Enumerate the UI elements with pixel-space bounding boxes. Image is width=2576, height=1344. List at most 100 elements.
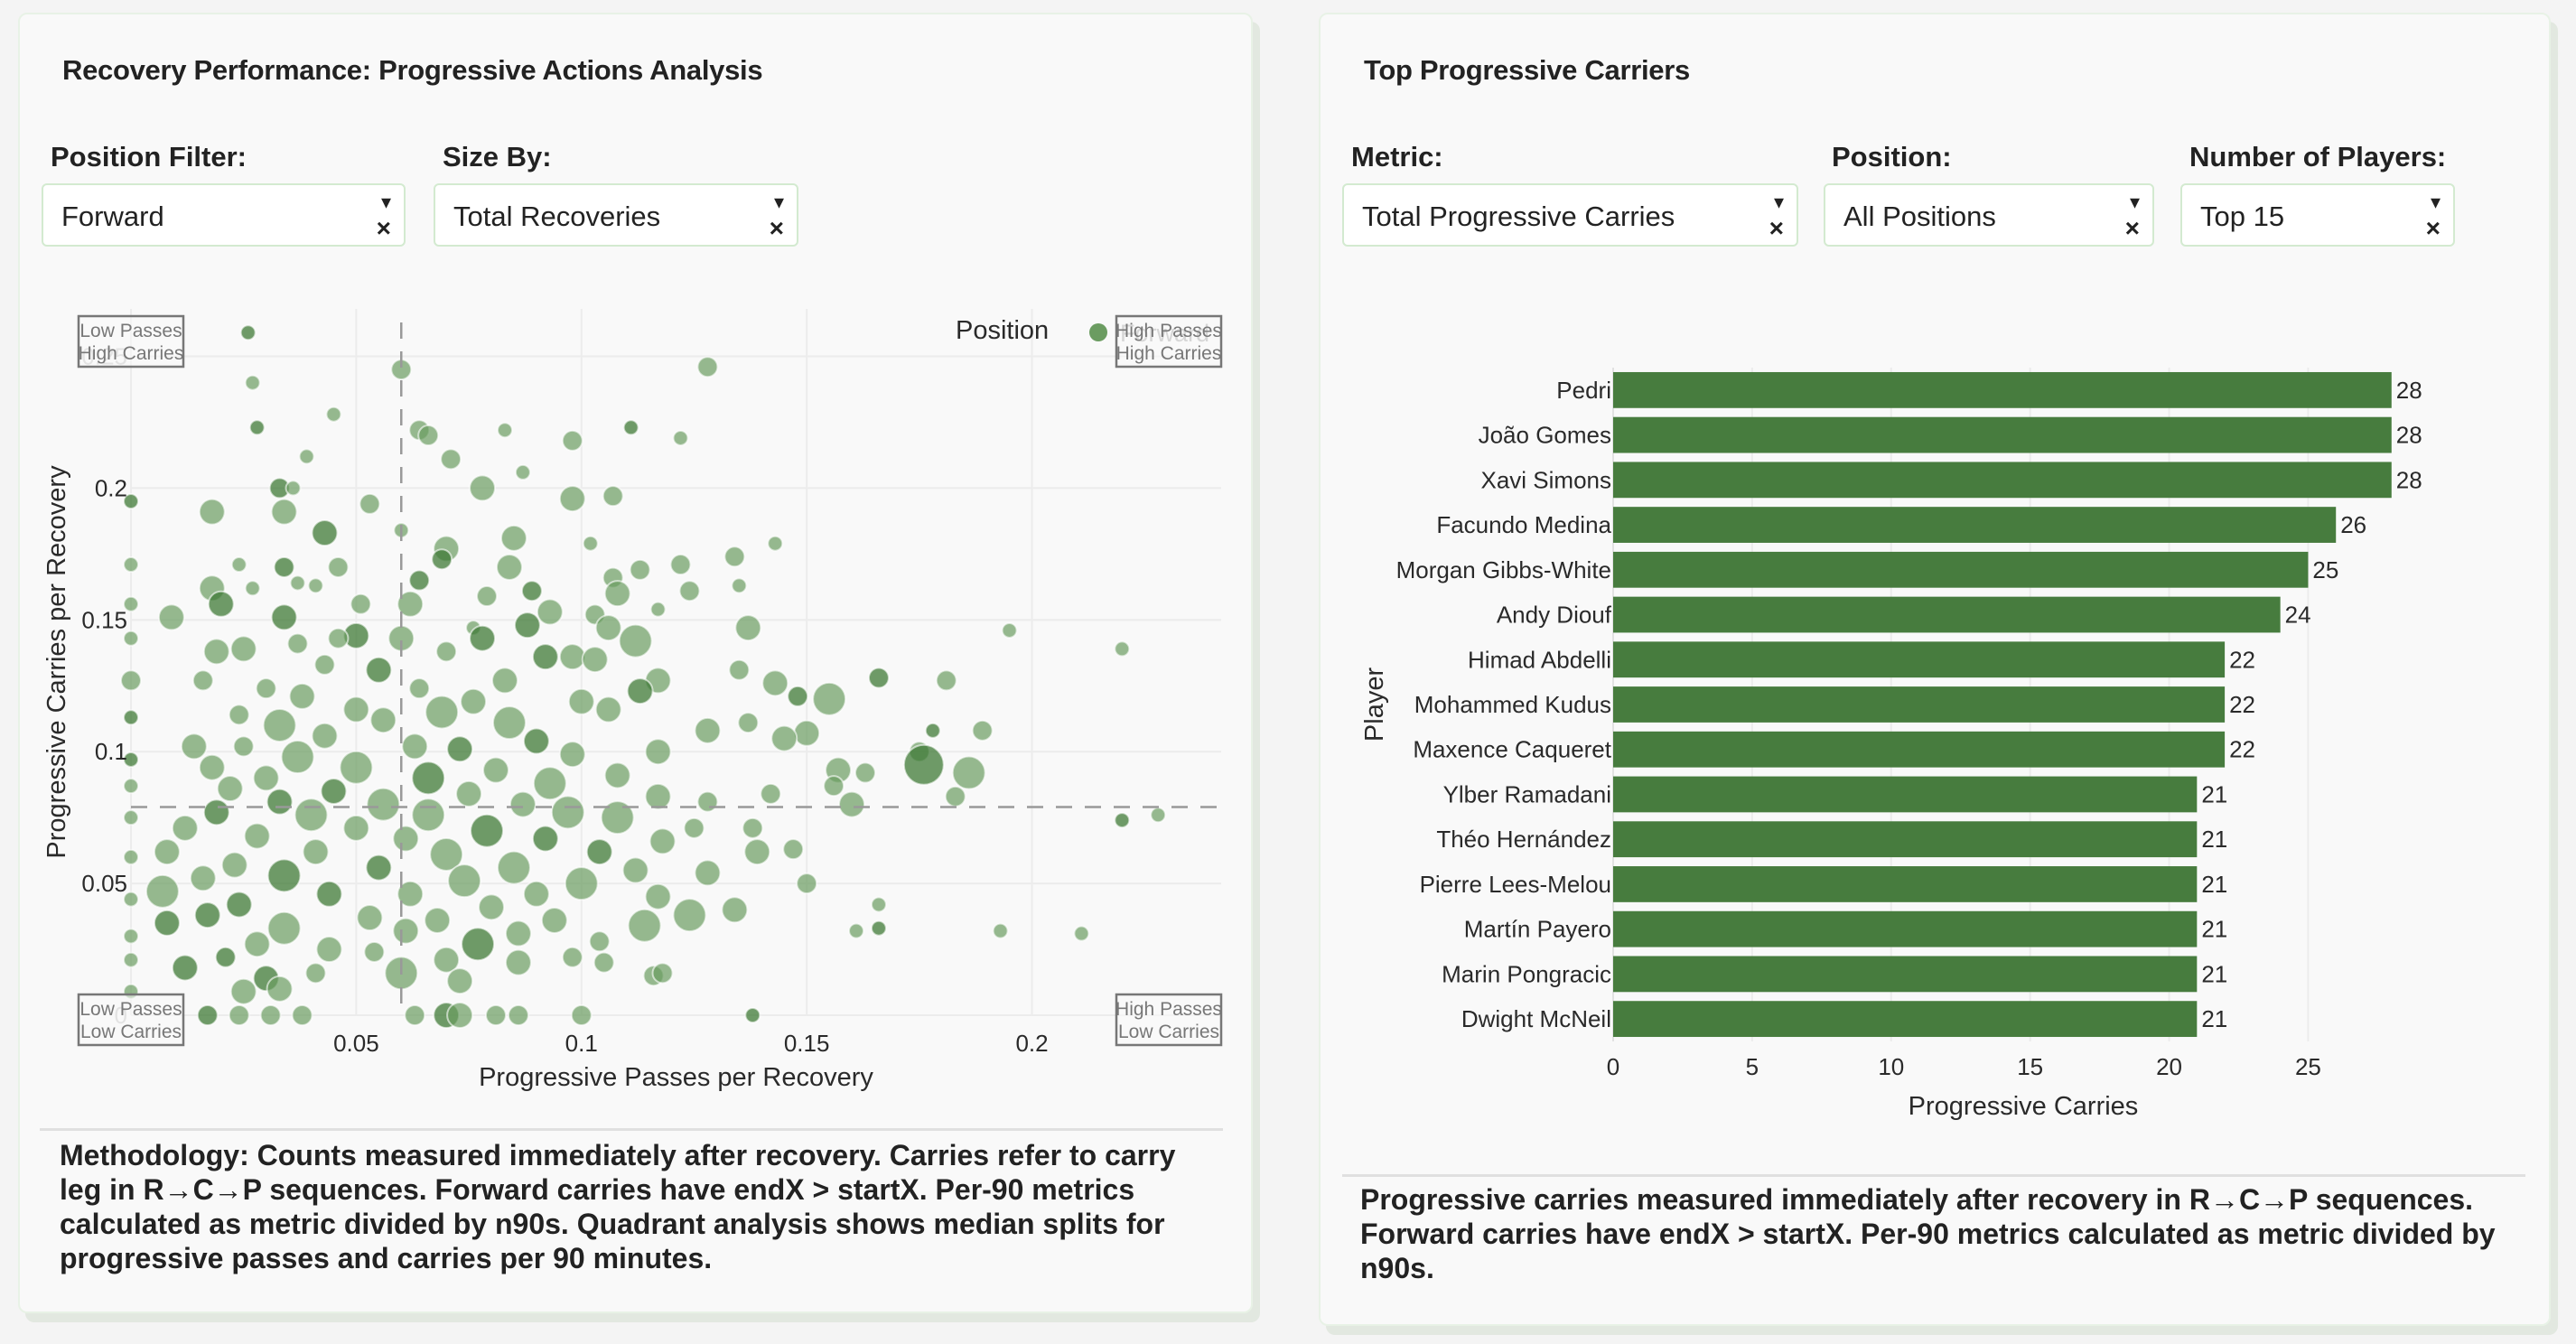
scatter-point[interactable] (446, 1002, 474, 1029)
scatter-point[interactable] (600, 800, 635, 835)
scatter-point[interactable] (672, 898, 707, 933)
scatter-point[interactable] (232, 735, 255, 758)
bar[interactable] (1613, 551, 2309, 588)
scatter-point[interactable] (838, 790, 866, 818)
scatter-point[interactable] (123, 809, 139, 826)
scatter-point[interactable] (867, 667, 890, 689)
scatter-point[interactable] (626, 677, 654, 705)
bar[interactable] (1613, 956, 2198, 993)
scatter-point[interactable] (870, 896, 887, 913)
scatter-point[interactable] (440, 448, 462, 471)
scatter-point[interactable] (392, 825, 420, 853)
scatter-point[interactable] (294, 798, 329, 833)
scatter-point[interactable] (288, 682, 316, 710)
scatter-point[interactable] (585, 838, 613, 866)
scatter-point[interactable] (455, 779, 483, 807)
scatter-point[interactable] (302, 838, 330, 866)
scatter-point[interactable] (644, 782, 672, 810)
scatter-point[interactable] (273, 555, 295, 578)
scatter-point[interactable] (248, 419, 266, 436)
scatter-point[interactable] (532, 766, 567, 801)
scatter-point[interactable] (854, 761, 876, 784)
scatter-point[interactable] (446, 967, 474, 995)
scatter-point[interactable] (812, 681, 847, 716)
scatter-point[interactable] (588, 930, 611, 953)
scatter-point[interactable] (944, 785, 966, 807)
clear-icon[interactable]: × (769, 214, 784, 242)
scatter-point[interactable] (266, 858, 302, 893)
scatter-point[interactable] (787, 685, 809, 707)
bar[interactable] (1613, 507, 2337, 543)
scatter-point[interactable] (424, 906, 452, 934)
scatter-point[interactable] (411, 798, 446, 833)
scatter-point[interactable] (540, 906, 568, 934)
number-of-players-dropdown[interactable]: Top 15 ▾ × (2180, 183, 2455, 247)
scatter-point[interactable] (558, 741, 586, 769)
scatter-point[interactable] (123, 493, 139, 510)
bar[interactable] (1613, 731, 2226, 768)
scatter-point[interactable] (313, 653, 336, 676)
scatter-point[interactable] (243, 930, 271, 958)
scatter-point[interactable] (315, 936, 343, 964)
scatter-point[interactable] (397, 880, 425, 908)
scatter-point[interactable] (123, 709, 139, 726)
scatter-point[interactable] (123, 928, 139, 945)
scatter-point[interactable] (286, 632, 309, 655)
scatter-point[interactable] (228, 1004, 250, 1026)
scatter-point[interactable] (509, 790, 537, 818)
scatter-point[interactable] (180, 733, 208, 761)
metric-dropdown[interactable]: Total Progressive Carries ▾ × (1342, 183, 1798, 247)
scatter-chart[interactable]: 0.050.10.150.200.050.10.150.20.25 Progre… (0, 0, 1265, 1120)
scatter-point[interactable] (582, 535, 599, 552)
scatter-point[interactable] (123, 751, 139, 768)
scatter-point[interactable] (446, 735, 474, 763)
scatter-point[interactable] (339, 750, 374, 785)
scatter-point[interactable] (189, 864, 217, 892)
scatter-point[interactable] (924, 722, 941, 739)
scatter-point[interactable] (971, 719, 994, 742)
scatter-point[interactable] (992, 922, 1009, 939)
scatter-point[interactable] (366, 787, 401, 822)
scatter-point[interactable] (531, 643, 559, 671)
scatter-point[interactable] (737, 712, 760, 734)
scatter-point[interactable] (191, 669, 214, 692)
scatter-point[interactable] (311, 519, 339, 547)
scatter-point[interactable] (285, 480, 302, 497)
scatter-point[interactable] (594, 695, 622, 723)
scatter-point[interactable] (1114, 640, 1131, 658)
scatter-point[interactable] (550, 795, 585, 830)
scatter-point[interactable] (594, 614, 622, 642)
scatter-point[interactable] (495, 553, 523, 581)
scatter-point[interactable] (202, 798, 230, 826)
scatter-point[interactable] (157, 603, 185, 631)
scatter-point[interactable] (171, 954, 199, 982)
position-filter-dropdown[interactable]: Forward ▾ × (42, 183, 406, 247)
scatter-point[interactable] (567, 687, 595, 715)
scatter-point[interactable] (951, 755, 986, 790)
bar[interactable] (1613, 596, 2281, 633)
scatter-point[interactable] (504, 948, 532, 976)
scatter-point[interactable] (481, 756, 509, 784)
scatter-point[interactable] (433, 946, 461, 974)
scatter-point[interactable] (363, 940, 386, 963)
scatter-point[interactable] (153, 838, 181, 866)
position-dropdown[interactable]: All Positions ▾ × (1824, 183, 2154, 247)
scatter-point[interactable] (496, 850, 531, 885)
scatter-point[interactable] (644, 882, 672, 910)
scatter-point[interactable] (243, 822, 271, 850)
scatter-point[interactable] (570, 1004, 593, 1026)
bar[interactable] (1613, 462, 2392, 499)
scatter-point[interactable] (1114, 812, 1131, 829)
scatter-point[interactable] (593, 951, 615, 974)
scatter-point[interactable] (469, 474, 497, 502)
scatter-point[interactable] (514, 463, 531, 481)
dropdown-arrow-icon[interactable]: ▾ (773, 191, 784, 213)
scatter-point[interactable] (196, 1004, 219, 1026)
scatter-point[interactable] (581, 646, 609, 674)
scatter-point[interactable] (214, 946, 237, 968)
scatter-point[interactable] (123, 556, 139, 574)
scatter-point[interactable] (694, 716, 722, 744)
dropdown-arrow-icon[interactable]: ▾ (1773, 191, 1784, 213)
scatter-point[interactable] (123, 630, 139, 647)
legend-marker-icon[interactable] (1089, 323, 1107, 341)
